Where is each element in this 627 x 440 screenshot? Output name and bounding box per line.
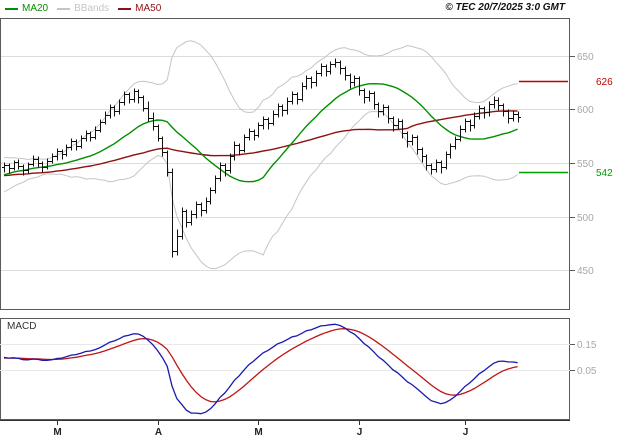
price-tick-label: 500 — [577, 213, 594, 224]
ma20-line-swatch — [5, 7, 18, 10]
month-tick-label: J — [357, 427, 363, 438]
legend-item-bbands: BBands — [57, 3, 109, 14]
price-tick-label: 450 — [577, 266, 594, 277]
month-tick-label: M — [254, 427, 262, 438]
resistance-label: 626 — [596, 77, 613, 88]
price-tick-label: 650 — [577, 52, 594, 63]
macd-gridlines — [0, 344, 575, 371]
macd-signal-line — [4, 328, 518, 403]
legend-ma20-label: MA20 — [22, 3, 49, 14]
panel-frames — [0, 18, 570, 420]
price-tick-label: 550 — [577, 159, 594, 170]
bbands-line-swatch — [57, 7, 71, 10]
month-tick-label: M — [53, 427, 61, 438]
ma50-line — [3, 110, 518, 177]
price-axis-labels: 650 600 550 500 450 — [577, 52, 594, 277]
macd-tick-label: 0.15 — [577, 340, 597, 351]
chart-legend: MA20 BBands MA50 — [5, 3, 161, 14]
macd-axis-labels: 0.15 0.05 — [577, 340, 597, 377]
price-levels: 626 542 — [519, 77, 613, 179]
ma50-line-swatch — [118, 7, 132, 10]
macd-panel-label: MACD — [7, 321, 37, 332]
support-label: 542 — [596, 168, 613, 179]
month-tick-label: A — [155, 427, 162, 438]
macd-line — [3, 323, 518, 415]
macd-tick-label: 0.05 — [577, 366, 597, 377]
ma20-line — [3, 82, 518, 183]
legend-item-ma50: MA50 — [118, 3, 161, 14]
legend-item-ma20: MA20 — [5, 3, 48, 14]
ohlc-bars — [2, 58, 521, 258]
legend-bbands-label: BBands — [74, 3, 110, 14]
month-tick-label: J — [463, 427, 469, 438]
price-tick-label: 600 — [577, 105, 594, 116]
bollinger-lower-line — [3, 110, 518, 270]
legend-ma50-label: MA50 — [135, 3, 162, 14]
price-gridlines — [0, 56, 575, 271]
copyright-text: © TEC 20/7/2025 3:0 GMT — [445, 2, 565, 13]
